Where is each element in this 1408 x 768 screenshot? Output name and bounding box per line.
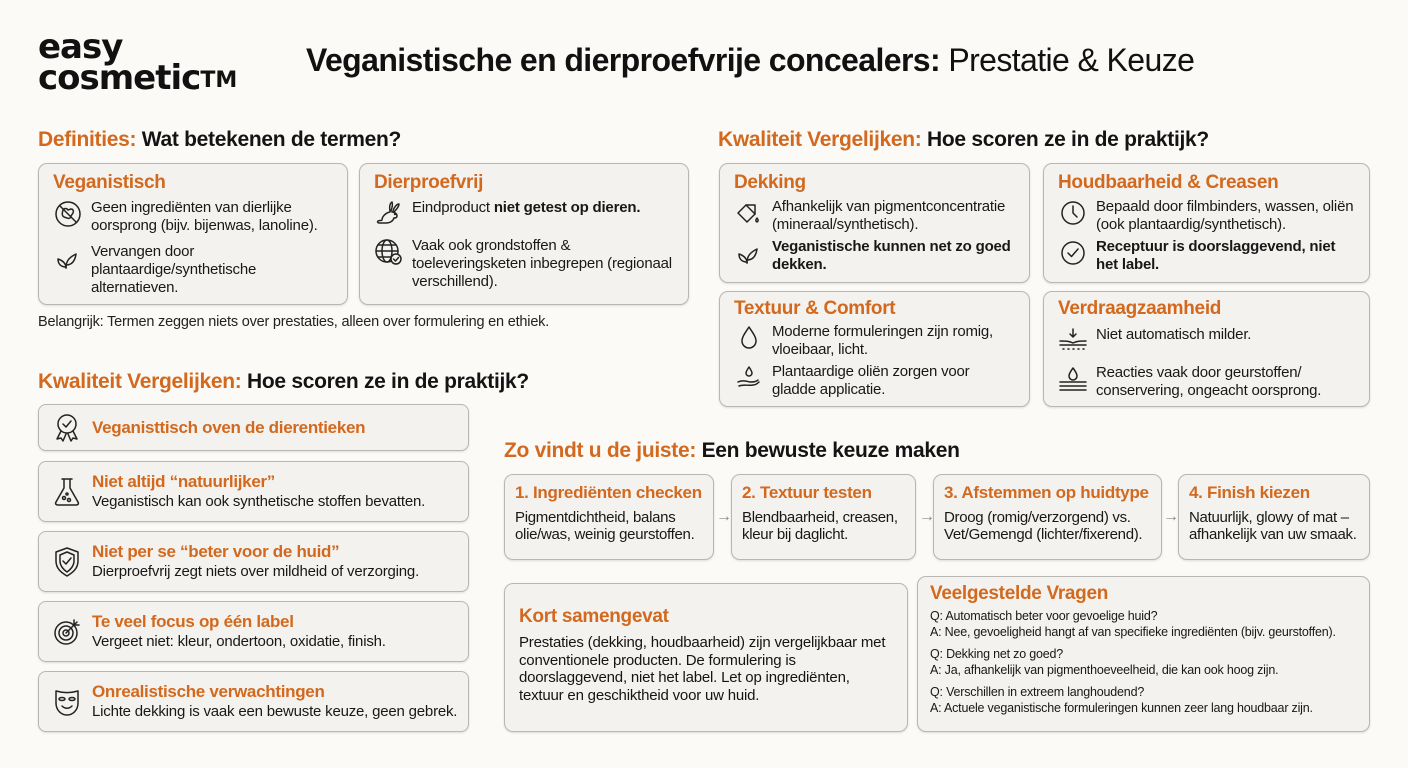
- arrow-right-icon: →: [1163, 508, 1179, 525]
- globe-check-icon: [374, 237, 404, 267]
- brand-logo: easy cosmeticTM: [38, 27, 238, 98]
- leaf-icon: [734, 238, 764, 268]
- pill-item-vegan: Veganisttisch oven de dierentieken: [38, 404, 469, 451]
- card-dekking: Dekking Afhankelijk van pigmentconcentra…: [719, 163, 1030, 283]
- step-2: 2. Textuur testen Blendbaarheid, creasen…: [731, 474, 916, 560]
- list-item: Receptuur is doorslaggevend, niet het la…: [1058, 238, 1355, 274]
- trademark: TM: [200, 68, 238, 93]
- award-badge-icon: [51, 412, 83, 444]
- definitions-note: Belangrijk: Termen zeggen niets over pre…: [38, 314, 550, 330]
- faq-item: Q: Dekking net zo goed? A: Ja, afhankeli…: [930, 647, 1279, 677]
- quality-heading-left: Kwaliteit Vergelijken: Hoe scoren ze in …: [38, 370, 529, 393]
- definitions-heading: Definities: Wat betekenen de termen?: [38, 128, 402, 151]
- arrow-right-icon: →: [919, 508, 935, 525]
- target-icon: [51, 616, 83, 648]
- step-4: 4. Finish kiezen Natuurlijk, glowy of ma…: [1178, 474, 1370, 560]
- card-textuur: Textuur & Comfort Moderne formuleringen …: [719, 291, 1030, 407]
- shield-check-icon: [51, 546, 83, 578]
- pill-item-natuurlijker: Niet altijd “natuurlijker” Veganistisch …: [38, 461, 469, 522]
- step-1: 1. Ingrediënten checken Pigmentdichtheid…: [504, 474, 714, 560]
- clock-icon: [1058, 198, 1088, 228]
- droplet-icon: [734, 323, 764, 353]
- card-dierproefvrij: Dierproefvrij Eindproduct niet getest op…: [359, 163, 689, 305]
- logo-line-1: easy: [38, 27, 123, 67]
- leaf-icon: [53, 243, 83, 273]
- list-item: Reacties vaak door geurstoffen/ conserve…: [1058, 364, 1355, 400]
- skin-layer-icon: [1058, 326, 1088, 356]
- quality-heading-right: Kwaliteit Vergelijken: Hoe scoren ze in …: [718, 128, 1209, 151]
- list-item: Plantaardige oliën zorgen voor gladde ap…: [734, 363, 1015, 399]
- list-item: Moderne formuleringen zijn romig, vloeib…: [734, 323, 1015, 359]
- card-verdraagzaamheid: Verdraagzaamheid Niet automatisch milder…: [1043, 291, 1370, 407]
- list-item: Bepaald door filmbinders, wassen, oliën …: [1058, 198, 1355, 234]
- choose-heading: Zo vindt u de juiste: Een bewuste keuze …: [504, 439, 960, 462]
- arrow-right-icon: →: [716, 508, 732, 525]
- summary-text: Prestaties (dekking, houdbaarheid) zijn …: [519, 634, 886, 704]
- page-title: Veganistische en dierproefvrije conceale…: [306, 42, 1195, 78]
- mask-icon: [51, 686, 83, 718]
- pill-item-huid: Niet per se “beter voor de huid” Dierpro…: [38, 531, 469, 592]
- pill-item-verwachtingen: Onrealistische verwachtingen Lichte dekk…: [38, 671, 469, 732]
- card-houdbaarheid: Houdbaarheid & Creasen Bepaald door film…: [1043, 163, 1370, 283]
- list-item: Niet automatisch milder.: [1058, 326, 1355, 356]
- list-item: Vervangen door plantaardige/synthetische…: [53, 243, 333, 297]
- pill-item-label-focus: Te veel focus op één label Vergeet niet:…: [38, 601, 469, 662]
- pigment-pour-icon: [734, 198, 764, 228]
- faq-item: Q: Verschillen in extreem langhoudend? A…: [930, 685, 1313, 715]
- list-item: Veganistische kunnen net zo goed dekken.: [734, 238, 1015, 274]
- logo-line-2: cosmeticTM: [38, 58, 238, 98]
- list-item: Afhankelijk van pigmentconcentratie (min…: [734, 198, 1015, 234]
- card-veganistisch: Veganistisch Geen ingrediënten van dierl…: [38, 163, 348, 305]
- rabbit-icon: [374, 199, 404, 229]
- skin-drop-icon: [1058, 364, 1088, 394]
- faq-item: Q: Automatisch beter voor gevoelige huid…: [930, 609, 1336, 639]
- list-item: Geen ingrediënten van dierlijke oorspron…: [53, 199, 333, 235]
- list-item: Vaak ook grondstoffen & toeleveringskete…: [374, 237, 674, 291]
- flask-icon: [51, 476, 83, 508]
- summary-card: Kort samengevat Prestaties (dekking, hou…: [504, 583, 908, 732]
- no-animal-icon: [53, 199, 83, 229]
- step-3: 3. Afstemmen op huidtype Droog (romig/ve…: [933, 474, 1162, 560]
- check-circle-icon: [1058, 238, 1088, 268]
- list-item: Eindproduct niet getest op dieren.: [374, 199, 674, 229]
- hand-drop-icon: [734, 363, 764, 393]
- faq-card: Veelgestelde Vragen Q: Automatisch beter…: [917, 576, 1370, 732]
